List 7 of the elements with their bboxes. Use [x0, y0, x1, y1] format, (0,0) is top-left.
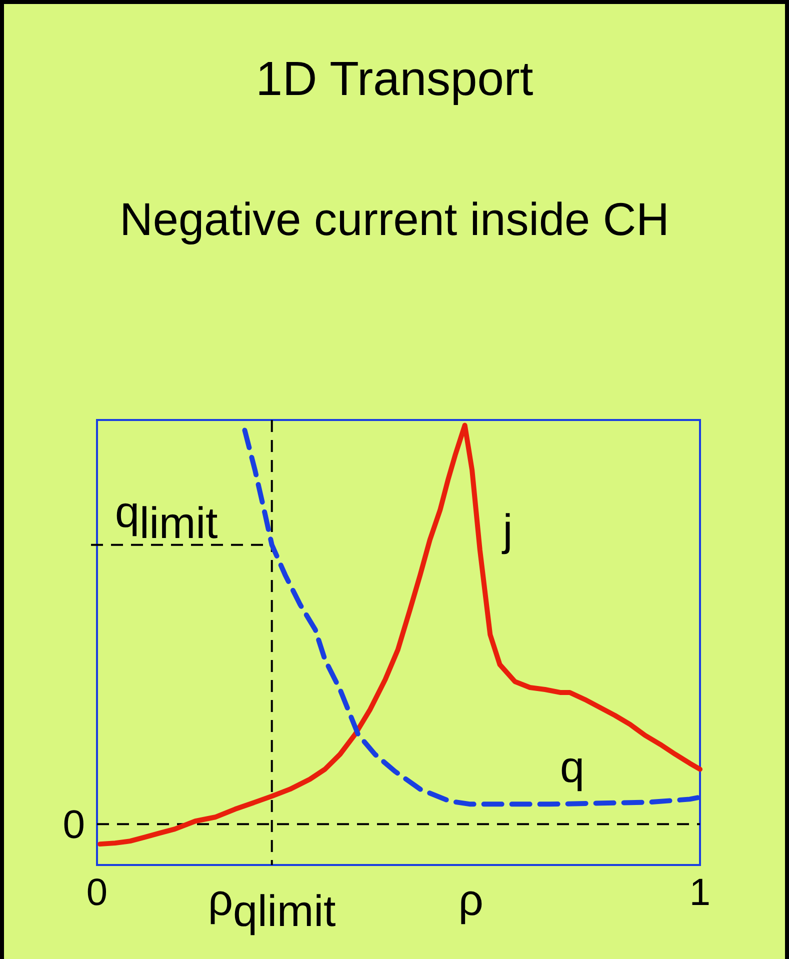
chart-title: 1D Transport: [256, 53, 534, 106]
x-axis-title: ρ: [458, 876, 484, 925]
series-label: j: [500, 506, 513, 556]
chart-subtitle: Negative current inside CH: [120, 193, 670, 245]
x-tick-label: 1: [689, 872, 711, 914]
series-label: q: [560, 743, 584, 792]
ref-line-label: 0: [62, 803, 85, 848]
